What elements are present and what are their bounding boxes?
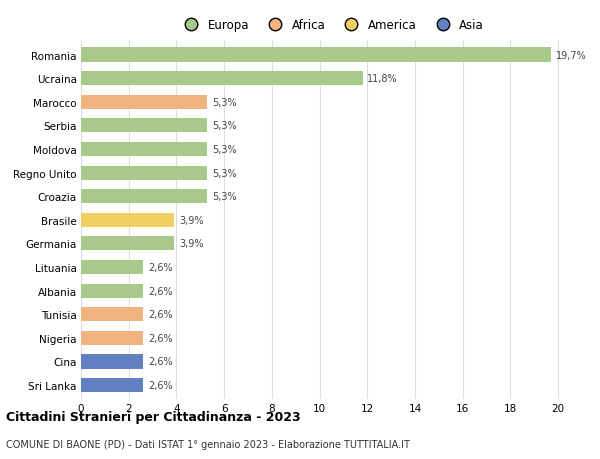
Text: 3,9%: 3,9% <box>179 239 203 249</box>
Bar <box>81 48 551 62</box>
Text: 3,9%: 3,9% <box>179 215 203 225</box>
Bar <box>81 378 143 392</box>
Bar <box>81 260 143 274</box>
Legend: Europa, Africa, America, Asia: Europa, Africa, America, Asia <box>179 19 484 32</box>
Text: 2,6%: 2,6% <box>148 309 172 319</box>
Text: 5,3%: 5,3% <box>212 145 237 155</box>
Text: 5,3%: 5,3% <box>212 168 237 178</box>
Bar <box>81 308 143 322</box>
Text: 19,7%: 19,7% <box>556 50 587 61</box>
Bar <box>81 213 174 227</box>
Text: 5,3%: 5,3% <box>212 192 237 202</box>
Text: 2,6%: 2,6% <box>148 286 172 296</box>
Bar <box>81 237 174 251</box>
Text: COMUNE DI BAONE (PD) - Dati ISTAT 1° gennaio 2023 - Elaborazione TUTTITALIA.IT: COMUNE DI BAONE (PD) - Dati ISTAT 1° gen… <box>6 440 410 449</box>
Bar <box>81 284 143 298</box>
Bar <box>81 72 362 86</box>
Bar <box>81 143 208 157</box>
Bar <box>81 331 143 345</box>
Text: 2,6%: 2,6% <box>148 263 172 273</box>
Text: 2,6%: 2,6% <box>148 380 172 390</box>
Text: 2,6%: 2,6% <box>148 357 172 367</box>
Bar <box>81 354 143 369</box>
Text: 2,6%: 2,6% <box>148 333 172 343</box>
Bar <box>81 190 208 204</box>
Text: Cittadini Stranieri per Cittadinanza - 2023: Cittadini Stranieri per Cittadinanza - 2… <box>6 410 301 423</box>
Bar <box>81 119 208 133</box>
Text: 5,3%: 5,3% <box>212 98 237 107</box>
Bar <box>81 95 208 110</box>
Text: 5,3%: 5,3% <box>212 121 237 131</box>
Text: 11,8%: 11,8% <box>367 74 398 84</box>
Bar <box>81 166 208 180</box>
